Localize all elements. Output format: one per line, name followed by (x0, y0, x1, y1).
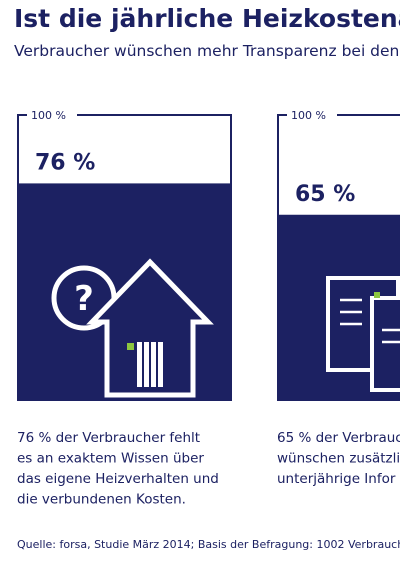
caption-line: wünschen zusätzli (277, 451, 400, 467)
caption-line: die verbundenen Kosten. (17, 492, 186, 508)
caption-line: unterjährige Infor (277, 471, 396, 487)
caption-line: das eigene Heizverhalten und (17, 471, 219, 487)
caption-line: 76 % der Verbraucher fehlt (17, 430, 200, 446)
icon-accent (374, 292, 380, 298)
icon-house (86, 258, 214, 398)
caption-line: es an exaktem Wissen über (17, 451, 204, 467)
subtitle: Verbraucher wünschen mehr Transparenz be… (14, 42, 399, 60)
title: Ist die jährliche Heizkostenabre (14, 4, 400, 33)
scale-frame (277, 114, 400, 401)
label-gap (287, 112, 337, 118)
caption-line: 65 % der Verbrauc (277, 430, 400, 446)
value-label: 76 % (35, 150, 95, 175)
icon-document-lines (340, 298, 400, 344)
icon-documents (326, 276, 400, 392)
scale-label: 100 % (31, 109, 66, 122)
source: Quelle: forsa, Studie März 2014; Basis d… (17, 538, 400, 551)
label-gap (27, 112, 77, 118)
value-label: 65 % (295, 182, 355, 207)
scale-label: 100 % (291, 109, 326, 122)
icon-question-mark: ? (74, 279, 94, 319)
scale-frame (17, 114, 232, 401)
